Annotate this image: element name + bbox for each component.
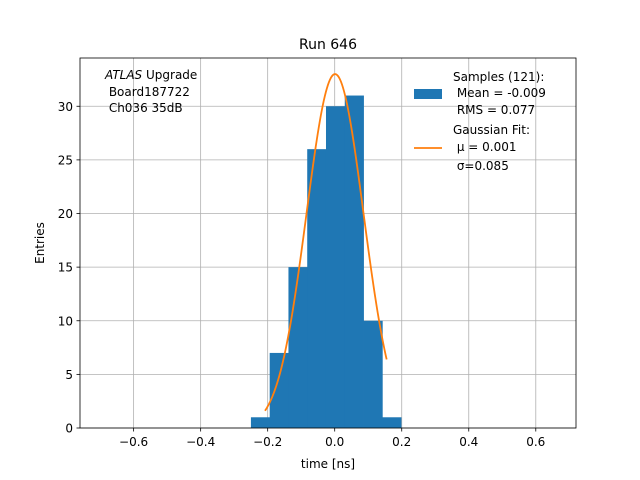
- legend-samples-title: Samples (121):: [453, 70, 544, 84]
- legend-fit-title: Gaussian Fit:: [453, 123, 530, 137]
- x-tick-label: 0.0: [325, 435, 344, 449]
- legend: Samples (121): Mean = -0.009 RMS = 0.077…: [414, 70, 546, 173]
- x-tick-label: 0.6: [526, 435, 545, 449]
- histogram-bar: [382, 417, 402, 428]
- y-tick-label: 20: [58, 207, 73, 221]
- annotation-line-3: Ch036 35dB: [105, 101, 183, 115]
- y-tick-label: 25: [58, 153, 73, 167]
- x-tick-label: 0.4: [459, 435, 478, 449]
- atlas-annotation: ATLAS Upgrade Board187722 Ch036 35dB: [104, 68, 197, 115]
- plot-frame: [79, 57, 577, 429]
- y-tick-label: 15: [58, 261, 73, 275]
- histogram-bar: [325, 106, 346, 429]
- gaussian-fit: [264, 73, 388, 412]
- gaussian-fit-line: [264, 73, 388, 412]
- x-tick-label: −0.6: [119, 435, 148, 449]
- x-tick-label: 0.2: [392, 435, 411, 449]
- histogram-bar: [363, 320, 383, 428]
- legend-swatch-samples: [414, 89, 442, 99]
- legend-samples-mean: Mean = -0.009: [453, 86, 546, 100]
- histogram-bar: [250, 417, 271, 428]
- y-tick-label: 10: [58, 314, 73, 328]
- x-tick-label: −0.4: [186, 435, 215, 449]
- annotation-line-1: ATLAS Upgrade: [104, 68, 197, 82]
- y-axis-ticks: 0 5 10 15 20 25 30: [58, 100, 80, 436]
- x-tick-label: −0.2: [253, 435, 282, 449]
- y-tick-label: 30: [58, 100, 73, 114]
- annotation-line-2: Board187722: [105, 85, 190, 99]
- y-tick-label: 0: [65, 422, 73, 436]
- x-axis-ticks: −0.6 −0.4 −0.2 0.0 0.2 0.4 0.6: [119, 428, 545, 449]
- annotation-upgrade: Upgrade: [142, 68, 197, 82]
- y-axis-label: Entries: [33, 222, 47, 264]
- histogram-bar: [307, 149, 327, 428]
- annotation-atlas: ATLAS: [104, 68, 143, 82]
- legend-samples-rms: RMS = 0.077: [453, 103, 535, 117]
- x-axis-label: time [ns]: [301, 457, 355, 471]
- legend-fit-mu: μ = 0.001: [453, 140, 517, 154]
- chart-title: Run 646: [299, 37, 357, 53]
- legend-fit-sigma: σ=0.085: [453, 159, 509, 173]
- histogram-bar: [288, 267, 308, 428]
- y-tick-label: 5: [65, 368, 73, 382]
- histogram-bar: [269, 352, 289, 428]
